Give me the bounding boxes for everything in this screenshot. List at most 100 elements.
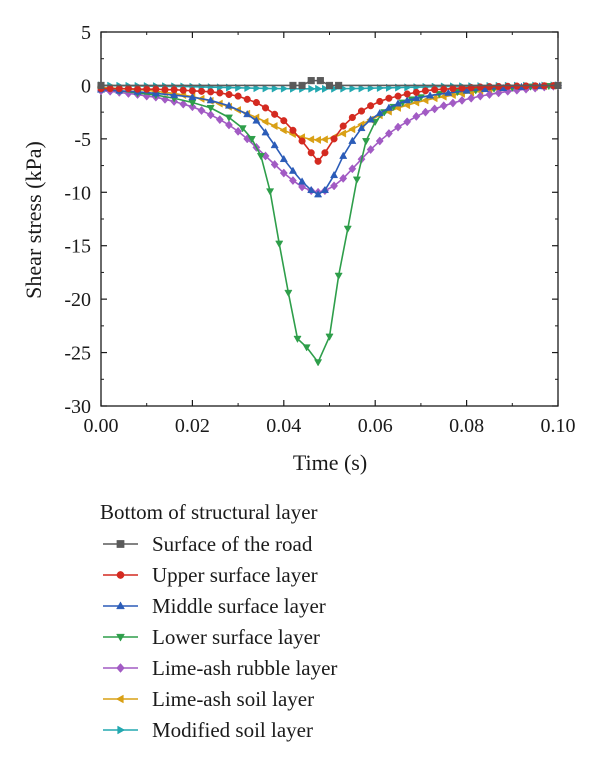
data-point: [261, 128, 270, 136]
legend-label: Middle surface layer: [152, 594, 326, 618]
data-point: [179, 86, 187, 94]
x-tick-label: 0.08: [449, 415, 484, 437]
series-line: [100, 84, 559, 363]
data-point: [298, 137, 306, 145]
data-point: [256, 153, 266, 161]
data-point: [252, 98, 260, 107]
data-point: [206, 96, 215, 104]
legend-marker: [116, 540, 125, 548]
legend-label: Lime-ash rubble layer: [152, 656, 337, 680]
data-point: [152, 85, 160, 93]
data-point: [261, 117, 269, 126]
data-point: [206, 110, 215, 120]
legend-marker: [117, 725, 126, 735]
data-point: [280, 117, 288, 125]
data-point: [271, 110, 279, 118]
data-point: [385, 94, 393, 102]
x-axis-title: Time (s): [293, 450, 367, 475]
data-point: [402, 101, 411, 110]
data-point: [403, 90, 411, 98]
data-point: [448, 98, 457, 108]
data-point: [298, 182, 307, 192]
data-point: [206, 104, 215, 113]
data-point: [348, 164, 357, 174]
data-point: [143, 85, 151, 93]
data-point: [325, 333, 334, 341]
data-point: [444, 88, 453, 96]
data-point: [151, 89, 160, 97]
legend: Surface of the road Upper surface layer Mi…: [103, 532, 337, 742]
data-point: [271, 84, 279, 93]
data-point: [247, 135, 256, 144]
legend-item: Middle surface layer: [103, 594, 326, 618]
data-point: [362, 138, 371, 146]
data-point: [314, 359, 323, 367]
data-point: [485, 90, 494, 100]
x-tick-label: 0.02: [175, 415, 210, 437]
legend-marker: [116, 633, 125, 642]
data-point: [134, 85, 142, 93]
data-point: [224, 114, 234, 122]
data-point: [554, 81, 562, 89]
data-point: [179, 99, 188, 109]
data-point: [293, 335, 302, 343]
legend-item: Surface of the road: [103, 532, 313, 556]
data-point: [343, 225, 352, 233]
data-point: [384, 129, 393, 139]
data-point: [375, 136, 384, 146]
data-point: [338, 129, 347, 138]
data-point: [234, 126, 243, 136]
data-point: [197, 106, 206, 116]
legend-label: Surface of the road: [152, 532, 313, 556]
data-point: [307, 185, 316, 194]
data-point: [334, 272, 343, 280]
legend-label: Upper surface layer: [152, 563, 318, 587]
y-tick-label: 5: [81, 22, 91, 44]
data-point: [349, 84, 357, 93]
legend-item: Lime-ash rubble layer: [103, 656, 337, 680]
data-point: [306, 135, 315, 144]
data-point: [330, 135, 338, 143]
data-point: [261, 104, 270, 112]
data-point: [97, 81, 105, 89]
data-point: [430, 104, 439, 114]
data-point: [439, 92, 447, 101]
data-point: [421, 107, 430, 117]
data-point: [243, 109, 252, 118]
data-point: [322, 84, 330, 93]
legend-marker: [116, 663, 125, 673]
data-point: [412, 93, 421, 102]
x-tick-label: 0.06: [358, 415, 393, 437]
data-point: [289, 81, 297, 89]
data-point: [302, 344, 311, 352]
data-point: [403, 117, 412, 127]
data-point: [348, 125, 356, 134]
x-tick-label: 0.00: [84, 415, 119, 437]
data-point: [124, 85, 132, 93]
data-point: [215, 115, 224, 125]
data-point: [357, 107, 366, 115]
legend-item: Modified soil layer: [103, 718, 313, 742]
data-point: [315, 84, 323, 93]
data-point: [348, 136, 357, 144]
data-point: [339, 122, 347, 130]
y-tick-label: -20: [64, 289, 91, 311]
data-point: [430, 94, 438, 103]
legend-item: Upper surface layer: [103, 563, 318, 587]
data-point: [243, 95, 251, 103]
x-tick-label: 0.10: [541, 415, 576, 437]
data-point: [279, 154, 288, 163]
data-point: [284, 289, 293, 298]
data-point: [394, 92, 402, 100]
data-point: [357, 123, 366, 132]
data-point: [394, 122, 403, 132]
data-point: [238, 125, 247, 133]
data-point: [270, 159, 279, 170]
data-point: [431, 86, 439, 94]
data-point: [458, 95, 466, 105]
legend-marker: [116, 571, 125, 579]
data-point: [316, 77, 324, 85]
legend-label: Lime-ash soil layer: [152, 687, 314, 711]
data-point: [320, 185, 329, 194]
